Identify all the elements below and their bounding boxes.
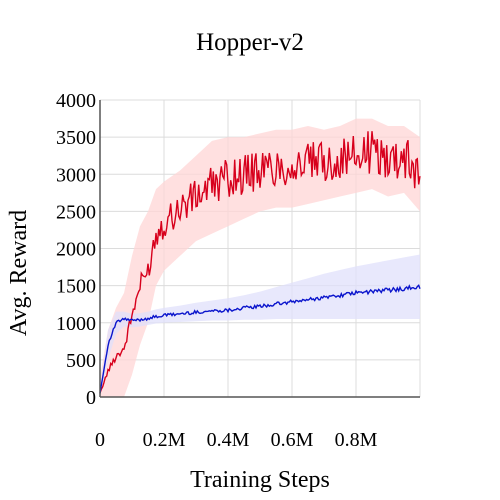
x-axis-title: Training Steps <box>190 467 330 493</box>
chart-title: Hopper-v2 <box>196 29 304 56</box>
y-tick-label: 3000 <box>56 164 96 186</box>
y-tick-label: 500 <box>66 350 96 372</box>
y-tick-label: 1500 <box>56 276 96 298</box>
y-axis-title: Avg. Reward <box>6 210 32 336</box>
x-tick-label: 0 <box>95 429 105 451</box>
y-tick-label: 4000 <box>56 90 96 112</box>
series-1-confidence-band <box>100 254 420 397</box>
series-0-confidence-band <box>100 118 420 397</box>
series-line-layer <box>99 131 421 394</box>
axis-layer <box>99 100 420 398</box>
x-tick-label: 0.6M <box>271 429 314 451</box>
x-tick-label: 0.8M <box>335 429 378 451</box>
y-tick-label: 2500 <box>56 201 96 223</box>
series-1-line <box>99 284 421 394</box>
series-0-line <box>99 131 421 394</box>
y-tick-label: 3500 <box>56 127 96 149</box>
y-tick-label: 2000 <box>56 239 96 261</box>
y-tick-label: 1000 <box>56 313 96 335</box>
tick-label-layer: 0 500 1000 1500 2000 2500 3000 3500 4000 0 0.2M 0.4… <box>56 90 378 451</box>
x-tick-label: 0.4M <box>207 429 250 451</box>
y-tick-label: 0 <box>86 387 96 409</box>
confidence-band-layer <box>100 118 420 397</box>
x-tick-label: 0.2M <box>143 429 186 451</box>
